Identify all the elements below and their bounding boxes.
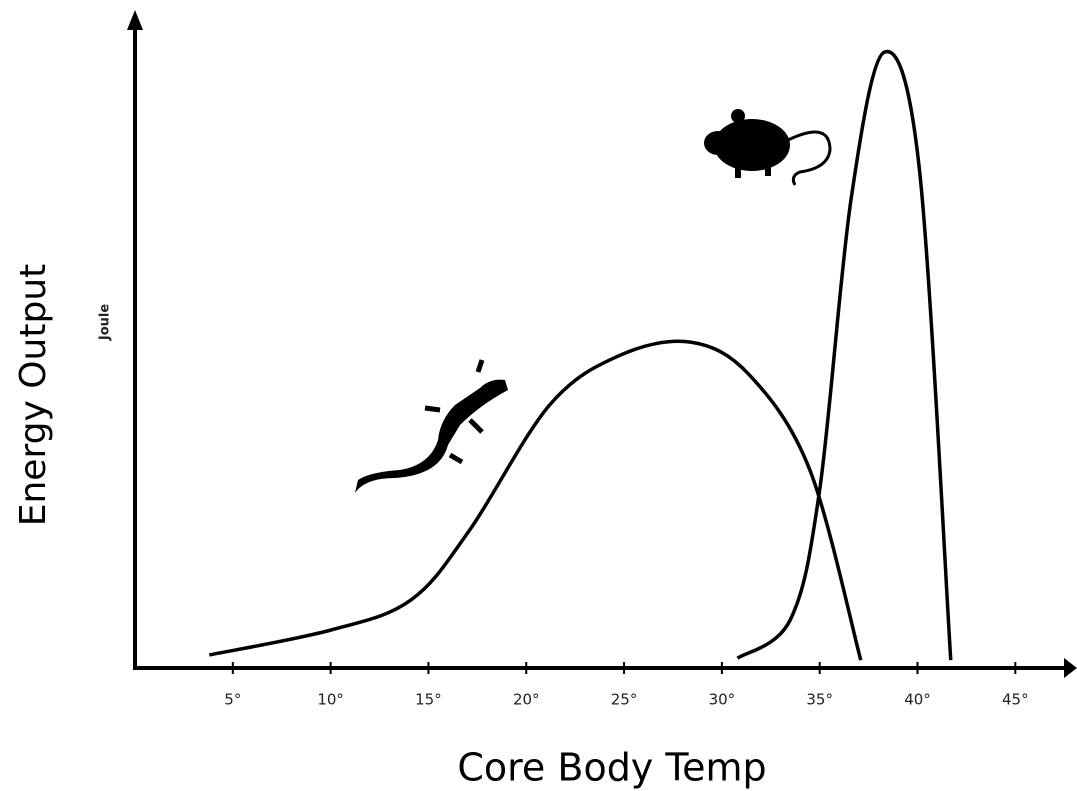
x-axis-arrow <box>1064 658 1077 678</box>
y-axis-label: Energy Output <box>13 264 54 527</box>
unit-annotation: Joule <box>98 304 113 341</box>
x-axis-label: Core Body Temp <box>457 746 766 790</box>
x-tick-label: 20° <box>513 691 540 709</box>
curve <box>208 339 863 661</box>
x-tick-label: 40° <box>904 691 931 709</box>
x-tick-label: 10° <box>317 691 344 709</box>
x-tick-label: 45° <box>1002 691 1029 709</box>
x-tick-label: 25° <box>611 691 638 709</box>
rat-icon <box>704 109 832 186</box>
x-tick-label: 35° <box>806 691 833 709</box>
x-tick-label: 30° <box>709 691 736 709</box>
curve <box>736 49 953 661</box>
x-tick-label: 5° <box>224 691 241 709</box>
x-tick-label: 15° <box>415 691 442 709</box>
lizard-icon <box>355 359 508 493</box>
y-axis-arrow <box>127 10 143 30</box>
